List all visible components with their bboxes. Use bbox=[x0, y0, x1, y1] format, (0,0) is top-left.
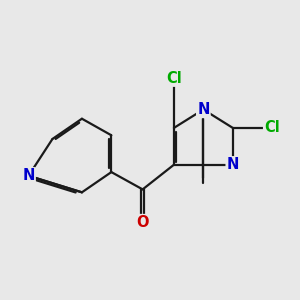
Text: Cl: Cl bbox=[166, 71, 182, 86]
Text: N: N bbox=[226, 157, 239, 172]
Text: O: O bbox=[136, 215, 149, 230]
Text: N: N bbox=[197, 102, 210, 117]
Text: Cl: Cl bbox=[264, 120, 280, 135]
Text: N: N bbox=[22, 168, 35, 183]
